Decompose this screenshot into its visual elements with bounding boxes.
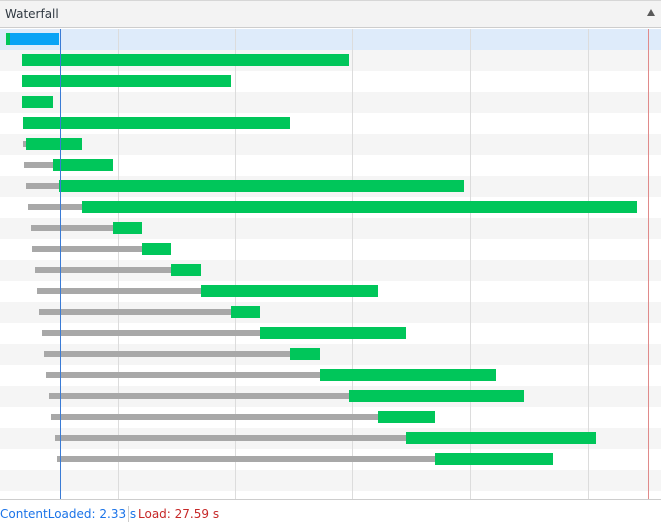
- download-bar[interactable]: [378, 411, 435, 423]
- waiting-bar: [48, 393, 350, 399]
- waterfall-column-title: Waterfall: [5, 7, 59, 21]
- waiting-bar: [34, 267, 171, 273]
- request-row[interactable]: [0, 155, 661, 176]
- download-bar[interactable]: [22, 75, 231, 87]
- load-time-label: Load: 27.59 s: [138, 507, 220, 521]
- download-bar[interactable]: [53, 159, 113, 171]
- waiting-bar: [56, 456, 435, 462]
- timeline-gridline: [235, 29, 236, 499]
- download-bar[interactable]: [170, 264, 201, 276]
- waterfall-grid: [0, 29, 661, 512]
- timeline-gridline: [470, 29, 471, 499]
- download-bar[interactable]: [200, 285, 379, 297]
- download-bar[interactable]: [22, 54, 350, 66]
- summary-footer: ContentLoaded: 2.33 s Load: 27.59 s: [0, 499, 661, 527]
- load-event-line: [648, 29, 649, 499]
- download-bar[interactable]: [435, 453, 554, 465]
- dom-content-loaded-line: [60, 29, 61, 499]
- waterfall-column-header[interactable]: Waterfall: [0, 0, 661, 28]
- request-row[interactable]: [0, 260, 661, 281]
- download-bar[interactable]: [320, 369, 497, 381]
- waiting-bar: [31, 225, 113, 231]
- waiting-bar: [27, 204, 83, 210]
- download-bar[interactable]: [22, 96, 54, 108]
- request-row[interactable]: [0, 344, 661, 365]
- download-bar[interactable]: [112, 222, 142, 234]
- download-bar[interactable]: [259, 327, 406, 339]
- request-row[interactable]: [0, 218, 661, 239]
- sort-ascending-icon[interactable]: [647, 9, 655, 16]
- waiting-bar: [46, 372, 321, 378]
- waiting-bar: [37, 288, 201, 294]
- waiting-bar: [24, 162, 54, 168]
- timeline-gridline: [588, 29, 589, 499]
- download-bar[interactable]: [25, 138, 83, 150]
- waiting-bar: [41, 330, 260, 336]
- request-row-selected[interactable]: [0, 29, 661, 50]
- waiting-bar: [25, 183, 60, 189]
- waiting-bar: [54, 435, 406, 441]
- waiting-bar: [51, 414, 379, 420]
- download-bar[interactable]: [82, 201, 637, 213]
- waiting-bar: [44, 351, 290, 357]
- download-bar[interactable]: [349, 390, 525, 402]
- request-row: [0, 470, 661, 491]
- download-bar[interactable]: [406, 432, 597, 444]
- footer-separator: [128, 506, 129, 522]
- download-bar[interactable]: [290, 348, 321, 360]
- request-row[interactable]: [0, 92, 661, 113]
- dom-content-loaded-label: ContentLoaded: 2.33 s: [0, 507, 137, 521]
- request-row[interactable]: [0, 134, 661, 155]
- download-bar[interactable]: [59, 180, 464, 192]
- request-row[interactable]: [0, 302, 661, 323]
- download-bar[interactable]: [23, 117, 290, 129]
- timeline-gridline: [352, 29, 353, 499]
- download-bar-start: [6, 33, 10, 45]
- download-bar[interactable]: [141, 243, 171, 255]
- timeline-gridline: [118, 29, 119, 499]
- waiting-bar: [23, 141, 26, 147]
- waiting-bar: [32, 246, 142, 252]
- download-bar[interactable]: [9, 33, 60, 45]
- download-bar[interactable]: [230, 306, 260, 318]
- waiting-bar: [39, 309, 231, 315]
